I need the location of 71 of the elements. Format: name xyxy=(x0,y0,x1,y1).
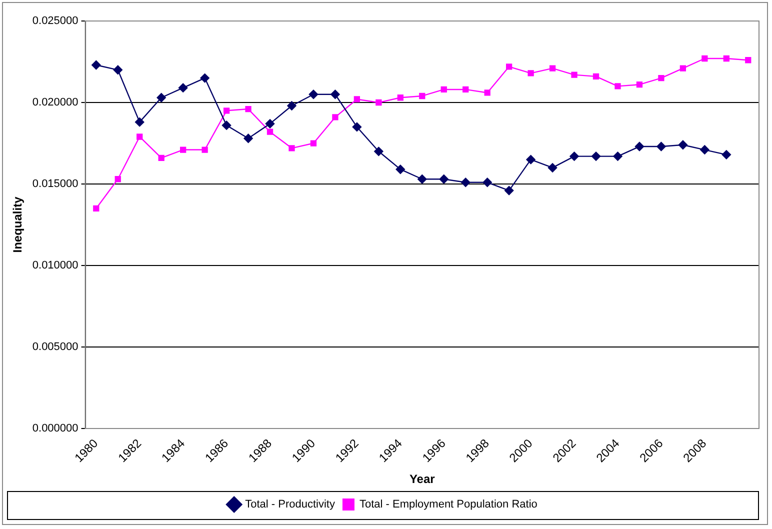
point xyxy=(158,154,164,162)
point xyxy=(678,140,688,150)
y-tick-label: 0.005000 xyxy=(32,341,78,354)
x-axis-title: Year xyxy=(409,472,436,486)
point xyxy=(722,150,731,160)
point xyxy=(374,146,384,156)
point xyxy=(288,145,295,152)
point xyxy=(613,152,622,161)
point xyxy=(202,146,208,153)
point xyxy=(723,55,730,62)
point xyxy=(200,73,210,83)
point xyxy=(397,94,404,101)
point xyxy=(287,101,296,110)
point xyxy=(634,142,644,152)
point xyxy=(504,186,514,196)
point xyxy=(135,117,144,127)
point xyxy=(354,96,360,102)
point xyxy=(528,70,534,76)
point xyxy=(462,86,469,93)
y-tick-label: 0.000000 xyxy=(32,422,78,435)
y-tick-label: 0.010000 xyxy=(32,260,78,272)
point xyxy=(614,83,621,90)
point xyxy=(571,72,578,78)
point xyxy=(591,152,601,161)
point xyxy=(549,65,556,72)
point xyxy=(419,92,426,100)
point xyxy=(265,119,275,128)
point xyxy=(330,90,340,99)
y-tick-label: 0.025000 xyxy=(32,15,78,28)
point xyxy=(136,134,143,140)
point xyxy=(156,93,166,102)
point xyxy=(680,65,686,72)
point xyxy=(244,134,253,143)
point xyxy=(332,114,338,120)
point xyxy=(223,108,230,114)
point xyxy=(636,82,643,88)
legend-label: Total - Employment Population Ratio xyxy=(359,498,538,511)
y-tick-label: 0.020000 xyxy=(32,96,78,109)
point xyxy=(396,164,406,174)
point xyxy=(592,73,600,80)
point xyxy=(656,142,666,152)
point xyxy=(702,55,708,62)
point xyxy=(93,205,100,212)
point xyxy=(700,145,710,154)
point xyxy=(310,140,317,146)
point xyxy=(222,120,232,130)
point xyxy=(113,65,122,75)
point xyxy=(114,176,121,182)
y-tick-label: 0.015000 xyxy=(32,178,78,190)
point xyxy=(418,174,427,184)
point xyxy=(352,122,362,132)
point xyxy=(658,74,664,82)
point xyxy=(439,174,448,184)
point xyxy=(482,178,492,187)
point xyxy=(548,163,558,172)
point xyxy=(506,64,512,70)
point xyxy=(745,57,752,64)
point xyxy=(526,154,536,164)
point xyxy=(92,60,101,70)
point xyxy=(376,99,382,106)
point xyxy=(461,178,470,187)
point xyxy=(308,90,318,99)
y-axis-title: Inequality xyxy=(10,196,25,253)
point xyxy=(180,146,186,153)
point xyxy=(570,152,579,161)
point xyxy=(266,128,274,135)
point xyxy=(440,86,447,93)
point xyxy=(484,90,490,96)
point xyxy=(245,106,252,112)
point xyxy=(178,83,188,92)
legend-label: Total - Productivity xyxy=(245,498,336,511)
